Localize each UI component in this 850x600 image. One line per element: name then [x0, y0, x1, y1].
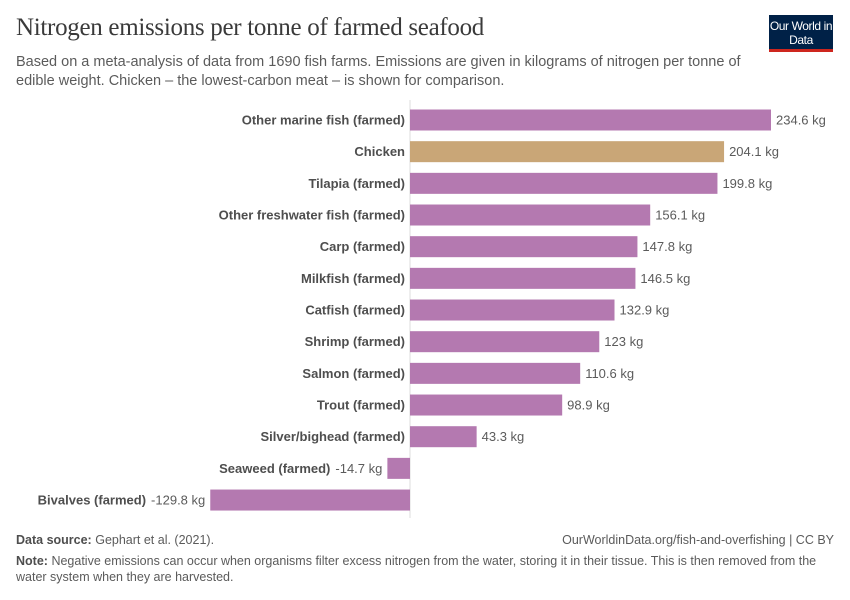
bar[interactable] — [410, 299, 615, 321]
category-label: Silver/bighead (farmed) — [261, 429, 405, 444]
source-url[interactable]: OurWorldinData.org/fish-and-overfishing … — [562, 533, 834, 547]
bar[interactable] — [410, 426, 477, 448]
value-label: 199.8 kg — [722, 176, 772, 191]
category-label: Other marine fish (farmed) — [242, 113, 405, 128]
category-label: Milkfish (farmed) — [301, 271, 405, 286]
category-label: Catfish (farmed) — [305, 303, 405, 318]
category-label: Salmon (farmed) — [302, 366, 405, 381]
category-label: Trout (farmed) — [317, 398, 405, 413]
category-label: Bivalves (farmed) — [38, 493, 146, 508]
chart-title: Nitrogen emissions per tonne of farmed s… — [16, 14, 485, 41]
bar[interactable] — [410, 141, 725, 163]
category-label: Chicken — [354, 144, 405, 159]
value-label: -129.8 kg — [151, 493, 205, 508]
bar[interactable] — [410, 236, 638, 258]
category-label: Tilapia (farmed) — [308, 176, 405, 191]
note-text: Negative emissions can occur when organi… — [16, 554, 817, 584]
value-label: 98.9 kg — [567, 398, 610, 413]
category-label: Carp (farmed) — [320, 239, 405, 254]
value-label: 132.9 kg — [620, 303, 670, 318]
value-label: 147.8 kg — [642, 239, 692, 254]
category-label: Other freshwater fish (farmed) — [219, 208, 405, 223]
value-label: 110.6 kg — [585, 366, 634, 381]
bar[interactable] — [387, 457, 410, 479]
bar[interactable] — [410, 204, 651, 226]
value-label: 43.3 kg — [482, 429, 525, 444]
value-label: 156.1 kg — [655, 208, 705, 223]
data-source: Data source: Gephart et al. (2021). — [16, 533, 215, 547]
value-label: 234.6 kg — [776, 113, 826, 128]
bar[interactable] — [410, 172, 718, 194]
chart-subtitle: Based on a meta-analysis of data from 16… — [16, 54, 741, 89]
note: Note: Negative emissions can occur when … — [16, 554, 817, 584]
value-label: 123 kg — [604, 334, 643, 349]
source-text: Gephart et al. (2021). — [95, 533, 215, 547]
category-label: Shrimp (farmed) — [305, 334, 405, 349]
bar[interactable] — [410, 331, 600, 353]
value-label: 204.1 kg — [729, 144, 779, 159]
bar[interactable] — [410, 394, 563, 416]
bar[interactable] — [210, 489, 410, 511]
owid-logo[interactable]: Our World in Data — [769, 15, 833, 52]
bar[interactable] — [410, 362, 581, 384]
value-label: -14.7 kg — [335, 461, 382, 476]
bar[interactable] — [410, 267, 636, 289]
value-label: 146.5 kg — [640, 271, 690, 286]
bar[interactable] — [410, 109, 771, 131]
category-label: Seaweed (farmed) — [219, 461, 330, 476]
